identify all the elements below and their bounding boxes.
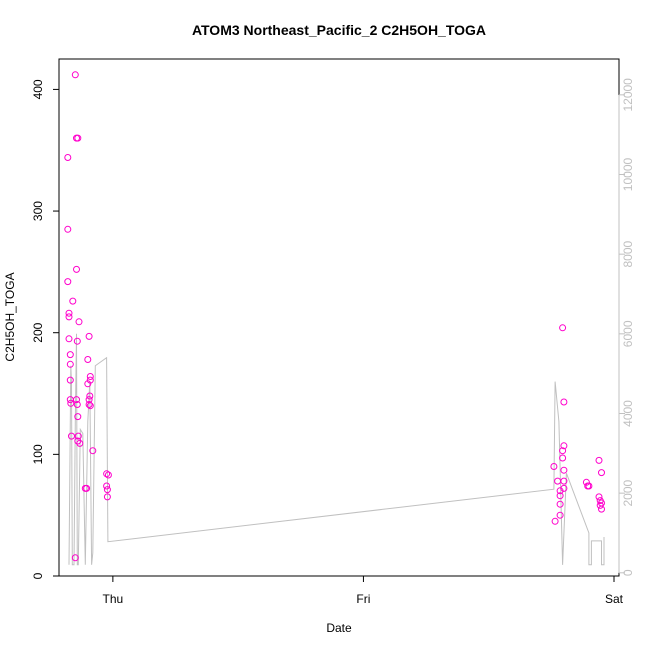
data-point xyxy=(104,471,112,479)
data-point xyxy=(556,500,564,508)
data-point xyxy=(595,493,603,501)
y-axis-right: 0 2000 4000 6000 8000 10000 12000 xyxy=(618,78,635,576)
data-point xyxy=(86,392,94,400)
data-point xyxy=(598,469,605,477)
data-point xyxy=(68,432,75,440)
data-point xyxy=(64,225,72,233)
secondary-series-line xyxy=(68,333,605,566)
y-tick-label: 100 xyxy=(31,444,45,464)
data-point xyxy=(560,398,568,406)
data-point xyxy=(560,466,568,474)
data-point xyxy=(595,456,603,464)
y2-tick-label: 12000 xyxy=(621,78,635,112)
data-point xyxy=(66,351,74,359)
y2-tick-label: 2000 xyxy=(621,479,635,506)
data-point xyxy=(73,401,81,408)
data-point xyxy=(85,332,93,340)
x-tick-label: Sat xyxy=(605,592,624,606)
data-point xyxy=(73,265,80,273)
plot-frame xyxy=(58,58,620,577)
data-point xyxy=(86,402,94,410)
y-tick-label: 0 xyxy=(31,572,45,579)
data-point xyxy=(103,482,111,490)
data-point xyxy=(73,396,80,404)
y2-tick-label: 8000 xyxy=(621,240,635,267)
y2-tick-label: 4000 xyxy=(621,400,635,427)
data-point xyxy=(560,484,568,492)
data-point xyxy=(86,373,94,380)
data-point xyxy=(71,554,79,562)
x-tick-label: Fri xyxy=(356,592,370,606)
data-point xyxy=(64,278,72,286)
y2-tick-label: 0 xyxy=(621,569,635,576)
x-axis-label: Date xyxy=(326,621,352,635)
y-tick-label: 400 xyxy=(31,79,45,99)
y2-tick-label: 10000 xyxy=(621,158,635,192)
data-point xyxy=(74,134,82,142)
secondary-line-layer xyxy=(68,333,605,566)
data-point xyxy=(65,335,73,343)
data-point xyxy=(64,154,72,161)
y2-tick-label: 6000 xyxy=(621,320,635,347)
data-point xyxy=(65,313,73,321)
data-point xyxy=(85,401,93,408)
data-point xyxy=(86,376,94,384)
data-point xyxy=(103,486,111,494)
data-point xyxy=(554,477,562,485)
data-point xyxy=(83,484,91,492)
data-point xyxy=(556,511,564,519)
data-point xyxy=(585,482,593,490)
data-point xyxy=(69,297,77,305)
y-axis-left: 0 100 200 300 400 xyxy=(31,79,60,579)
data-point xyxy=(89,447,97,455)
x-tick-label: Thu xyxy=(103,592,124,606)
data-point xyxy=(551,517,559,525)
data-point xyxy=(550,463,558,470)
data-points-layer xyxy=(64,71,605,562)
data-point xyxy=(103,470,111,478)
data-point xyxy=(66,376,74,384)
data-point xyxy=(559,447,567,455)
data-point xyxy=(103,493,111,501)
data-point xyxy=(84,356,92,363)
y-tick-label: 300 xyxy=(31,201,45,221)
chart-title: ATOM3 Northeast_Pacific_2 C2H5OH_TOGA xyxy=(192,22,486,38)
data-point xyxy=(560,477,568,485)
data-point xyxy=(75,318,83,326)
data-point xyxy=(559,324,567,332)
data-point xyxy=(74,413,82,421)
data-point xyxy=(73,337,81,345)
data-point xyxy=(556,492,564,500)
y-tick-label: 200 xyxy=(31,322,45,342)
data-point xyxy=(598,505,605,513)
data-point xyxy=(65,309,73,317)
data-point xyxy=(556,487,564,495)
data-point xyxy=(66,360,74,368)
x-axis: Thu Fri Sat xyxy=(103,575,624,606)
data-point xyxy=(71,71,79,79)
data-point xyxy=(559,454,567,462)
data-point xyxy=(67,399,75,407)
y-axis-label: C2H5OH_TOGA xyxy=(3,272,17,361)
data-point xyxy=(74,432,82,440)
data-point xyxy=(560,442,568,450)
data-point xyxy=(76,439,84,447)
